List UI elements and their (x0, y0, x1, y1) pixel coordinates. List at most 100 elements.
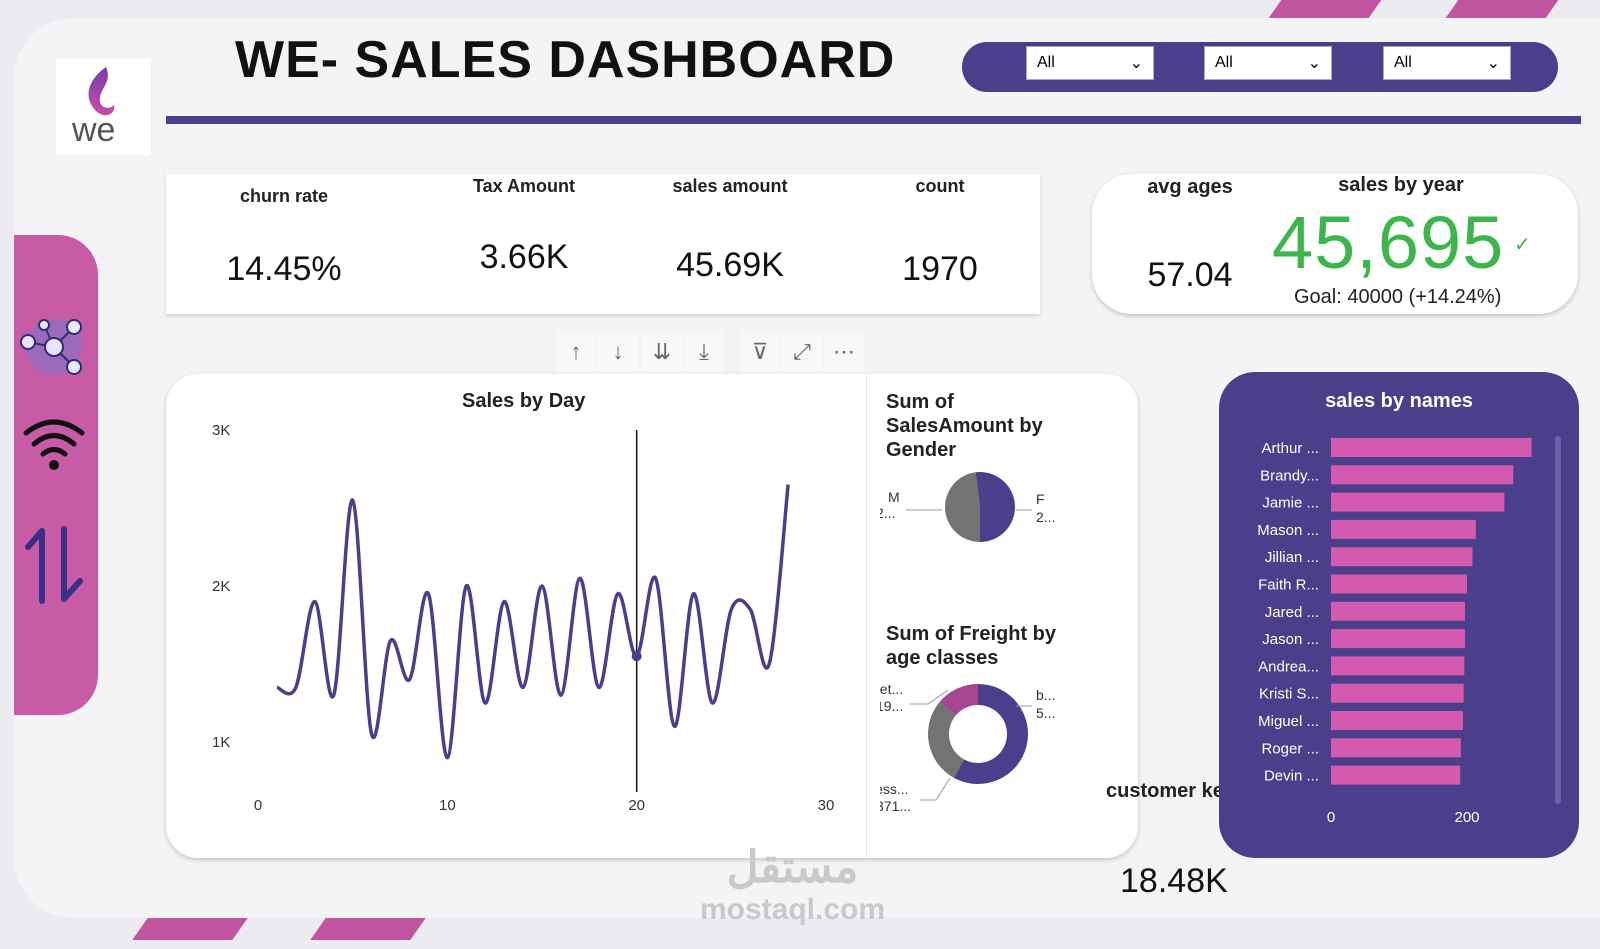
wifi-icon[interactable] (22, 415, 86, 473)
donut-label: 5... (1036, 705, 1055, 721)
chevron-down-icon: ⌄ (1129, 55, 1143, 72)
sales-line (276, 484, 790, 760)
freight-donut-chart[interactable]: bet...19... b... 5... less...371... (880, 680, 1100, 820)
page-title: WE- SALES DASHBOARD (235, 31, 896, 89)
bar-label: Devin ... (1264, 768, 1319, 785)
bar-label: Arthur ... (1261, 440, 1319, 457)
bar (1331, 765, 1461, 785)
pie-label: M (888, 489, 900, 505)
filter-icon[interactable]: ⊽ (740, 332, 780, 372)
kpi-card (166, 174, 1040, 314)
slicer-1[interactable]: All ⌄ (1026, 46, 1154, 80)
bar (1331, 492, 1505, 512)
kpi-churn-label: churn rate (239, 186, 329, 206)
pie-slice-M (944, 472, 980, 542)
drill-up-icon[interactable]: ↑ (556, 332, 596, 372)
customer-key-value: 18.48K (1120, 862, 1228, 900)
donut-label: 19... (880, 698, 903, 714)
y-tick-label: 2K (212, 578, 230, 595)
bottom-stripe-2 (310, 918, 426, 940)
freight-donut-title: Sum of Freight by age classes (886, 623, 1056, 669)
x-tick-label: 30 (818, 797, 835, 814)
donut-label: bet... (880, 681, 903, 697)
kpi-sales-value: 45.69K (676, 246, 784, 284)
bar (1331, 465, 1514, 485)
donut-hole (949, 705, 1007, 763)
y-tick-label: 1K (212, 734, 230, 751)
kpi-count-value: 1970 (902, 250, 978, 288)
bar (1331, 656, 1465, 676)
chevron-down-icon: ⌄ (1486, 55, 1500, 72)
names-chart-title: sales by names (1325, 390, 1473, 412)
x-tick-label: 200 (1454, 809, 1479, 826)
bar (1331, 629, 1465, 649)
slicer-3[interactable]: All ⌄ (1383, 46, 1511, 80)
bar (1331, 738, 1461, 758)
bar (1331, 683, 1464, 703)
sort-arrows-icon[interactable] (22, 525, 86, 605)
bar-label: Jared ... (1265, 604, 1319, 621)
x-tick-label: 0 (1327, 809, 1335, 826)
bar (1331, 519, 1476, 539)
avg-ages-value: 57.04 (1147, 256, 1233, 294)
bar-label: Jamie ... (1262, 495, 1319, 512)
leader-line (920, 777, 951, 801)
bar-label: Miguel ... (1258, 713, 1319, 730)
leader-line (910, 689, 949, 705)
pie-slice-F (975, 472, 1015, 542)
x-tick-label: 0 (254, 797, 262, 814)
more-options-icon[interactable]: ⋯ (824, 332, 864, 372)
chart-divider (866, 374, 867, 858)
bar (1331, 438, 1532, 457)
x-tick-label: 10 (439, 797, 456, 814)
kpi-churn-value: 14.45% (226, 250, 342, 288)
sales-by-year-label: sales by year (1338, 174, 1464, 196)
sales-by-names-chart[interactable]: Arthur ... Brandy... Jamie ... Mason ... Jil… (1219, 430, 1579, 830)
x-tick-label: 20 (628, 797, 645, 814)
scrollbar (1555, 436, 1561, 804)
chevron-down-icon: ⌄ (1307, 55, 1321, 72)
bar (1331, 547, 1473, 567)
visual-toolbar: ↑ ↓ ⇊ ⤓ ⊽ ⤢ ⋯ (556, 332, 866, 372)
kpi-sales-label: sales amount (672, 176, 788, 196)
customer-key-label: customer key (1106, 780, 1235, 802)
bar-label: Kristi S... (1259, 686, 1319, 703)
pie-label: F (1036, 491, 1045, 507)
bar-label: Jillian ... (1265, 549, 1319, 566)
bar-label: Mason ... (1257, 522, 1319, 539)
donut-label: 371... (880, 798, 911, 814)
sales-by-day-chart[interactable]: 1K 2K 3K 0 10 20 30 (190, 420, 850, 830)
logo-text: we (72, 111, 116, 149)
kpi-tax-value: 3.66K (479, 238, 569, 276)
bar-label: Jason ... (1262, 631, 1319, 648)
top-stripe-1 (1268, 0, 1382, 18)
y-tick-label: 3K (212, 422, 230, 439)
top-stripe-2 (1445, 0, 1559, 18)
drill-down-icon[interactable]: ↓ (598, 332, 638, 372)
slicer-2[interactable]: All ⌄ (1204, 46, 1332, 80)
line-chart-title: Sales by Day (462, 390, 586, 412)
check-icon: ✓ (1514, 234, 1531, 256)
gender-pie-chart[interactable]: M2...F2... (880, 470, 1100, 570)
pie-label: 2... (880, 505, 895, 521)
title-underline (166, 116, 1581, 124)
network-icon[interactable] (14, 307, 94, 385)
goal-text: Goal: 40000 (+14.24%) (1294, 286, 1502, 308)
sidebar (14, 235, 98, 715)
sales-by-year-value: 45,695 (1272, 201, 1505, 284)
bar-label: Brandy... (1260, 467, 1319, 484)
highlight-point (631, 651, 642, 662)
bar-label: Faith R... (1258, 577, 1319, 594)
we-logo: we (56, 59, 150, 155)
expand-level-icon[interactable]: ⤓ (684, 332, 724, 372)
bottom-stripe-1 (132, 918, 248, 940)
focus-mode-icon[interactable]: ⤢ (782, 332, 822, 372)
kpi-tax-label: Tax Amount (473, 176, 575, 196)
donut-label: less... (880, 781, 909, 797)
gender-pie-title: Sum of SalesAmount by Gender (886, 391, 1043, 461)
bar (1331, 574, 1467, 594)
next-level-icon[interactable]: ⇊ (642, 332, 682, 372)
watermark: مستقل mostaql.com (700, 843, 886, 926)
bar-label: Roger ... (1261, 740, 1319, 757)
pie-label: 2... (1036, 509, 1055, 525)
